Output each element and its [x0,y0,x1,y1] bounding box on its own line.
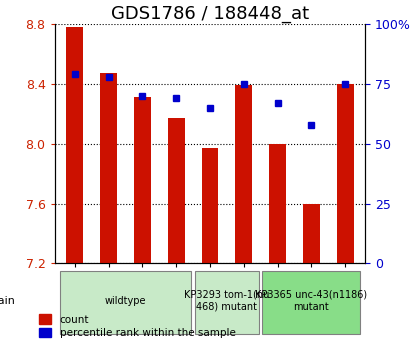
FancyBboxPatch shape [195,271,259,334]
Bar [100,73,117,263]
Text: KP3365 unc-43(n1186)
mutant: KP3365 unc-43(n1186) mutant [255,290,368,312]
Bar [134,97,151,263]
Bar [337,84,354,263]
Title: GDS1786 / 188448_at: GDS1786 / 188448_at [111,5,309,23]
Bar [202,148,218,263]
Text: strain: strain [0,296,16,306]
FancyBboxPatch shape [60,271,192,334]
FancyArrow shape [24,282,36,319]
Bar [303,204,320,263]
Legend: count, percentile rank within the sample: count, percentile rank within the sample [39,315,236,338]
Bar [168,118,185,263]
Bar [235,86,252,263]
Text: wildtype: wildtype [105,296,146,306]
Text: KP3293 tom-1(nu
468) mutant: KP3293 tom-1(nu 468) mutant [184,290,270,312]
Bar [66,27,83,263]
Bar [269,144,286,263]
FancyBboxPatch shape [262,271,360,334]
